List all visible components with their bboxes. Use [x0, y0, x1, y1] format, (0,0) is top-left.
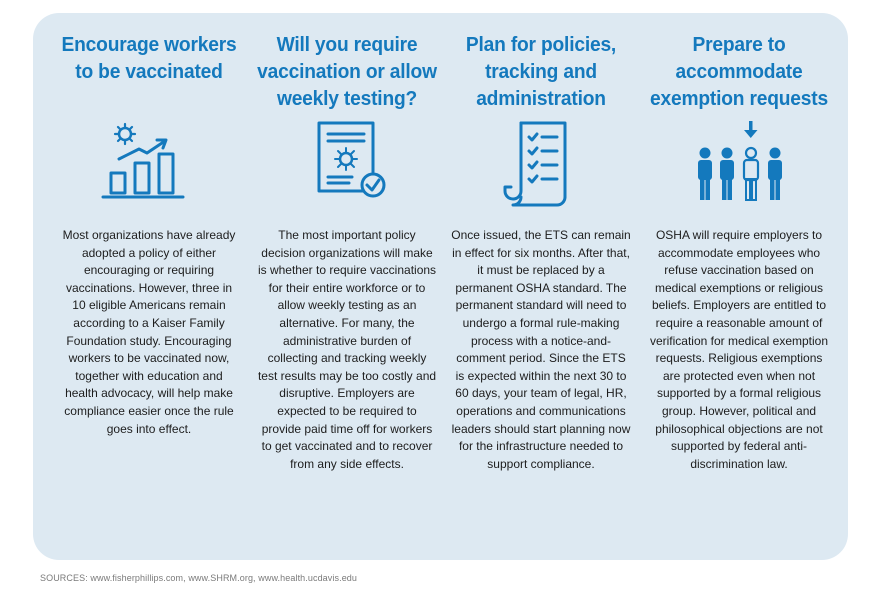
rising-bar-chart-with-virus-icon: [99, 121, 199, 207]
column-title: Encourage workers to be vaccinated: [61, 34, 237, 83]
column-title: Plan for policies, tracking and administ…: [465, 34, 617, 110]
column-body: OSHA will require employers to accommoda…: [649, 228, 829, 471]
sources-footnote: SOURCES: www.fisherphillips.com, www.SHR…: [40, 573, 358, 583]
column-exemption-requests: Prepare to accommodate exemption request…: [637, 13, 841, 560]
column-body: The most important policy decision organ…: [257, 228, 437, 471]
column-title: Will you require vaccination or allow we…: [257, 34, 437, 110]
column-body: Once issued, the ETS can remain in effec…: [451, 228, 631, 471]
document-with-virus-and-checkmark-icon: [297, 121, 397, 207]
column-body: Most organizations have already adopted …: [62, 228, 236, 436]
infographic-panel: Encourage workers to be vaccinated: [33, 13, 848, 560]
column-encourage-vaccination: Encourage workers to be vaccinated: [47, 13, 251, 560]
column-title: Prepare to accommodate exemption request…: [650, 34, 828, 110]
column-plan-policies: Plan for policies, tracking and administ…: [439, 13, 643, 560]
checklist-scroll-icon: [491, 121, 591, 207]
group-of-people-with-selected-person-icon: [689, 121, 789, 207]
column-require-or-test: Will you require vaccination or allow we…: [245, 13, 449, 560]
